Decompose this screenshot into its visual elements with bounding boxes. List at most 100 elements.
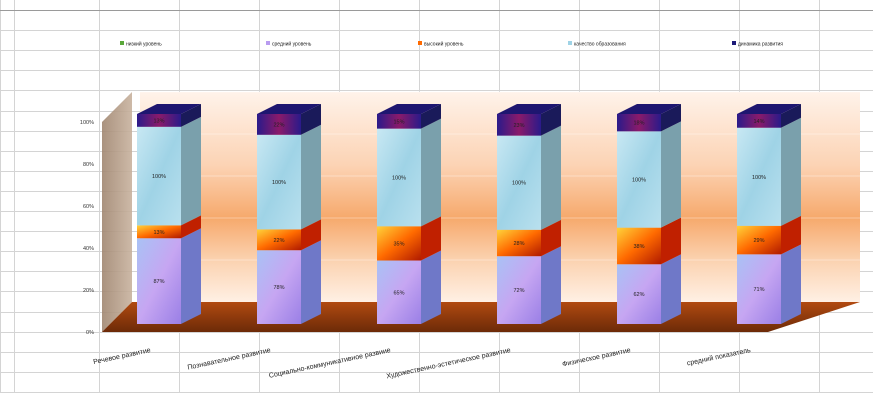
bar-segment [137, 114, 181, 127]
bar-segment [617, 114, 661, 132]
bar-stack: 71% 29% 100% 14% [737, 104, 801, 324]
data-label: 100% [752, 175, 766, 181]
bar-segment [137, 238, 181, 324]
bar-segment-side [301, 124, 321, 230]
bar-segment [137, 126, 181, 226]
bar-segment [257, 250, 301, 324]
bar-segment-side [661, 217, 681, 265]
data-label: 29% [753, 238, 764, 244]
legend-entry: качество образования [568, 41, 626, 48]
data-label: 71% [753, 287, 764, 293]
legend-label: высокий уровень [424, 41, 464, 48]
bar-segment-side [781, 215, 801, 255]
data-label: 62% [633, 292, 644, 298]
bar-top [257, 104, 321, 114]
bar-stack: 87% 13% 100% 13% [137, 104, 201, 324]
legend-label: средний уровень [272, 41, 312, 48]
legend-label: динамика развития [738, 42, 783, 48]
legend-label: низкий уровень [126, 41, 162, 48]
bar-segment [617, 131, 661, 228]
bar-segment [617, 227, 661, 265]
bar-segment [737, 254, 781, 324]
bar-segment [257, 134, 301, 230]
data-label: 22% [273, 238, 284, 244]
x-tick-label: Социально-коммуникативное развиие [268, 347, 391, 380]
bar-stack: 62% 38% 100% 18% [617, 104, 681, 324]
data-label: 100% [152, 174, 166, 180]
bar-segment [617, 264, 661, 324]
bar-segment-side [541, 125, 561, 230]
bar-segment [497, 114, 541, 136]
bar-segment-side [181, 104, 201, 127]
data-label: 13% [153, 118, 164, 124]
bar-segment [497, 229, 541, 257]
x-tick-label: Художественно-эстетическое развитие [386, 347, 512, 380]
bar-segment-side [661, 121, 681, 228]
y-tick-label: 100% [80, 120, 94, 126]
data-label: 28% [513, 241, 524, 247]
y-tick-label: 80% [83, 162, 94, 168]
data-label: 100% [512, 181, 526, 187]
bar-segment-side [661, 254, 681, 324]
data-label: 23% [513, 123, 524, 129]
data-label: 87% [153, 279, 164, 285]
data-label: 18% [633, 121, 644, 127]
data-label: 100% [272, 180, 286, 186]
legend-entry: динамика развития [732, 41, 783, 48]
x-tick-label: Физическое развитие [562, 347, 632, 368]
bar-stack: 65% 35% 100% 15% [377, 104, 441, 324]
bar-top [737, 104, 801, 114]
bar-segment-side [781, 244, 801, 324]
bar-segment-side [181, 116, 201, 226]
bar-segment [257, 114, 301, 135]
data-label: 38% [633, 244, 644, 250]
bar-stack: 78% 22% 100% 22% [257, 104, 321, 324]
legend-swatch [266, 41, 270, 45]
data-label: 100% [392, 175, 406, 181]
data-label: 13% [153, 230, 164, 236]
data-label: 35% [393, 241, 404, 247]
data-label: 78% [273, 285, 284, 291]
bar-segment-side [301, 240, 321, 324]
bar-segment [377, 128, 421, 227]
legend-swatch [732, 41, 736, 45]
data-label: 100% [632, 178, 646, 184]
legend-swatch [568, 41, 572, 45]
x-tick-label: Речевое развитие [93, 347, 152, 366]
legend-label: качество образования [574, 42, 626, 48]
bar-segment [137, 225, 181, 239]
data-label: 14% [753, 119, 764, 125]
bar-segment-side [181, 215, 201, 239]
bar-segment-side [541, 246, 561, 324]
bar-segment [377, 260, 421, 324]
bar-top [497, 104, 561, 114]
bar-segment-side [301, 219, 321, 251]
y-tick-label: 0% [86, 330, 94, 336]
bar-segment [257, 229, 301, 251]
bar-segment-side [421, 216, 441, 261]
bar-segment-side [781, 117, 801, 226]
bar-stack: 72% 28% 100% 23% [497, 104, 561, 324]
bar-segment [737, 225, 781, 255]
bar-segment [737, 114, 781, 128]
x-tick-label: средний показатель [686, 346, 752, 367]
y-tick-label: 60% [83, 204, 94, 210]
bar-top [617, 104, 681, 114]
legend-entry: низкий уровень [120, 41, 162, 48]
y-tick-label: 40% [83, 246, 94, 252]
bar-segment [497, 256, 541, 324]
bar-segment-side [661, 104, 681, 132]
bar-segment-side [781, 104, 801, 128]
data-label: 72% [513, 288, 524, 294]
data-label: 22% [273, 122, 284, 128]
legend-entry: средний уровень [266, 41, 312, 48]
bar-top [377, 104, 441, 114]
bar-segment [497, 135, 541, 230]
y-tick-label: 20% [83, 288, 94, 294]
bar-segment-side [541, 104, 561, 136]
bar-segment [377, 114, 421, 129]
bar-segment-side [421, 250, 441, 324]
bar-segment-side [301, 104, 321, 135]
legend-swatch [418, 41, 422, 45]
bar-top [137, 104, 201, 114]
